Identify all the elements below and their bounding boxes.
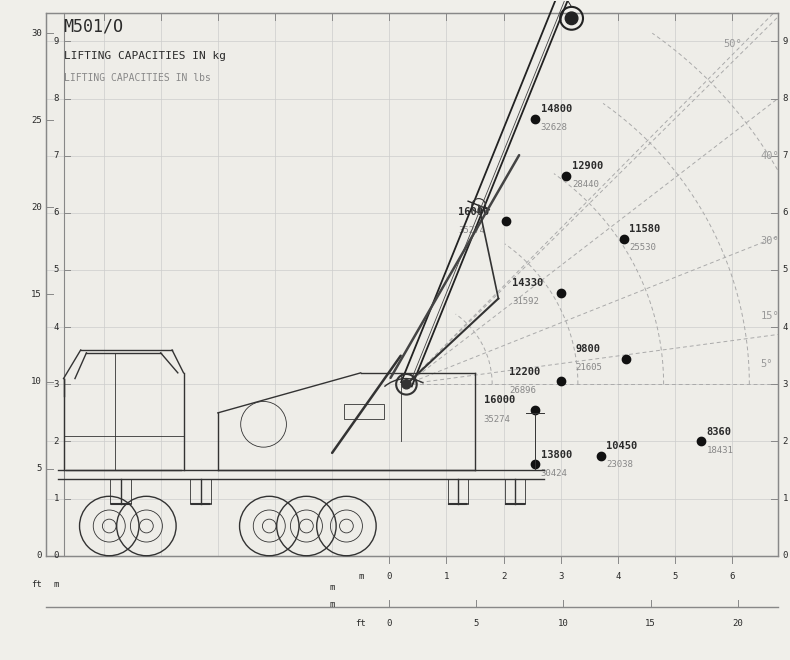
- Text: LIFTING CAPACITIES IN lbs: LIFTING CAPACITIES IN lbs: [63, 73, 210, 82]
- Text: 1: 1: [444, 572, 450, 581]
- Bar: [448, 478, 468, 504]
- Text: 21605: 21605: [575, 363, 602, 372]
- Text: ft: ft: [356, 618, 366, 628]
- Text: m: m: [329, 600, 335, 609]
- Text: 30°: 30°: [761, 236, 780, 246]
- Text: 8: 8: [54, 94, 59, 103]
- Text: 3: 3: [54, 379, 59, 389]
- Bar: [47, 13, 778, 556]
- Text: 0: 0: [782, 551, 788, 560]
- Text: 10450: 10450: [607, 441, 638, 451]
- Text: 15: 15: [31, 290, 42, 299]
- Text: 16000: 16000: [458, 207, 489, 217]
- Text: 2: 2: [782, 437, 788, 446]
- Circle shape: [402, 379, 411, 389]
- Text: 14330: 14330: [512, 279, 544, 288]
- Text: 0: 0: [54, 551, 59, 560]
- Text: 10: 10: [31, 377, 42, 386]
- Text: 5: 5: [782, 265, 788, 275]
- Text: 1: 1: [782, 494, 788, 503]
- Text: 6: 6: [729, 572, 735, 581]
- Text: 28440: 28440: [572, 180, 599, 189]
- Text: 5°: 5°: [761, 359, 773, 370]
- Text: 31592: 31592: [512, 298, 539, 306]
- Text: 25530: 25530: [630, 243, 656, 252]
- Text: 40°: 40°: [761, 150, 780, 160]
- Text: 9: 9: [782, 37, 788, 46]
- Text: 11580: 11580: [630, 224, 660, 234]
- Text: 5: 5: [54, 265, 59, 275]
- Text: 12900: 12900: [572, 161, 604, 171]
- Text: 26896: 26896: [510, 386, 536, 395]
- Text: 20: 20: [31, 203, 42, 212]
- Text: 0: 0: [386, 572, 392, 581]
- Text: 6: 6: [782, 209, 788, 217]
- Bar: [505, 478, 525, 504]
- Text: 7: 7: [54, 151, 59, 160]
- Bar: [344, 405, 384, 418]
- Text: 2: 2: [501, 572, 506, 581]
- Text: 0: 0: [36, 551, 42, 560]
- Text: 50°: 50°: [724, 39, 743, 50]
- Bar: [190, 478, 211, 504]
- Text: 2: 2: [54, 437, 59, 446]
- Text: m: m: [54, 580, 59, 589]
- Text: 6: 6: [54, 209, 59, 217]
- Text: 23038: 23038: [607, 460, 634, 469]
- Text: 9800: 9800: [575, 344, 600, 354]
- Text: 15: 15: [645, 618, 656, 628]
- Text: 30424: 30424: [540, 469, 567, 478]
- Text: 35274: 35274: [458, 226, 485, 235]
- Text: 30: 30: [31, 28, 42, 38]
- Text: 25: 25: [31, 115, 42, 125]
- Text: 12200: 12200: [510, 367, 540, 377]
- Text: 16000: 16000: [483, 395, 515, 405]
- Text: 3: 3: [558, 572, 563, 581]
- Text: 10: 10: [558, 618, 569, 628]
- Bar: [111, 478, 131, 504]
- Text: 8360: 8360: [706, 427, 732, 437]
- Text: 1: 1: [54, 494, 59, 503]
- Text: 0: 0: [386, 618, 392, 628]
- Text: m: m: [358, 572, 363, 581]
- Text: 5: 5: [474, 618, 479, 628]
- Text: 13800: 13800: [540, 449, 572, 460]
- Text: 3: 3: [782, 379, 788, 389]
- Text: 7: 7: [782, 151, 788, 160]
- Text: 4: 4: [782, 323, 788, 331]
- Text: 32628: 32628: [540, 123, 567, 132]
- Text: 8: 8: [782, 94, 788, 103]
- Text: 5: 5: [672, 572, 678, 581]
- Text: 9: 9: [54, 37, 59, 46]
- Text: m: m: [329, 583, 335, 591]
- Text: 5: 5: [36, 464, 42, 473]
- Text: 4: 4: [54, 323, 59, 331]
- Text: ft: ft: [31, 580, 42, 589]
- Text: 20: 20: [732, 618, 743, 628]
- Text: LIFTING CAPACITIES IN kg: LIFTING CAPACITIES IN kg: [63, 51, 225, 61]
- Text: 14800: 14800: [540, 104, 572, 114]
- Text: 4: 4: [615, 572, 621, 581]
- Text: 15°: 15°: [761, 311, 780, 321]
- Text: M501/O: M501/O: [63, 18, 123, 36]
- Text: 35274: 35274: [483, 414, 510, 424]
- Circle shape: [566, 12, 577, 24]
- Text: 18431: 18431: [706, 446, 733, 455]
